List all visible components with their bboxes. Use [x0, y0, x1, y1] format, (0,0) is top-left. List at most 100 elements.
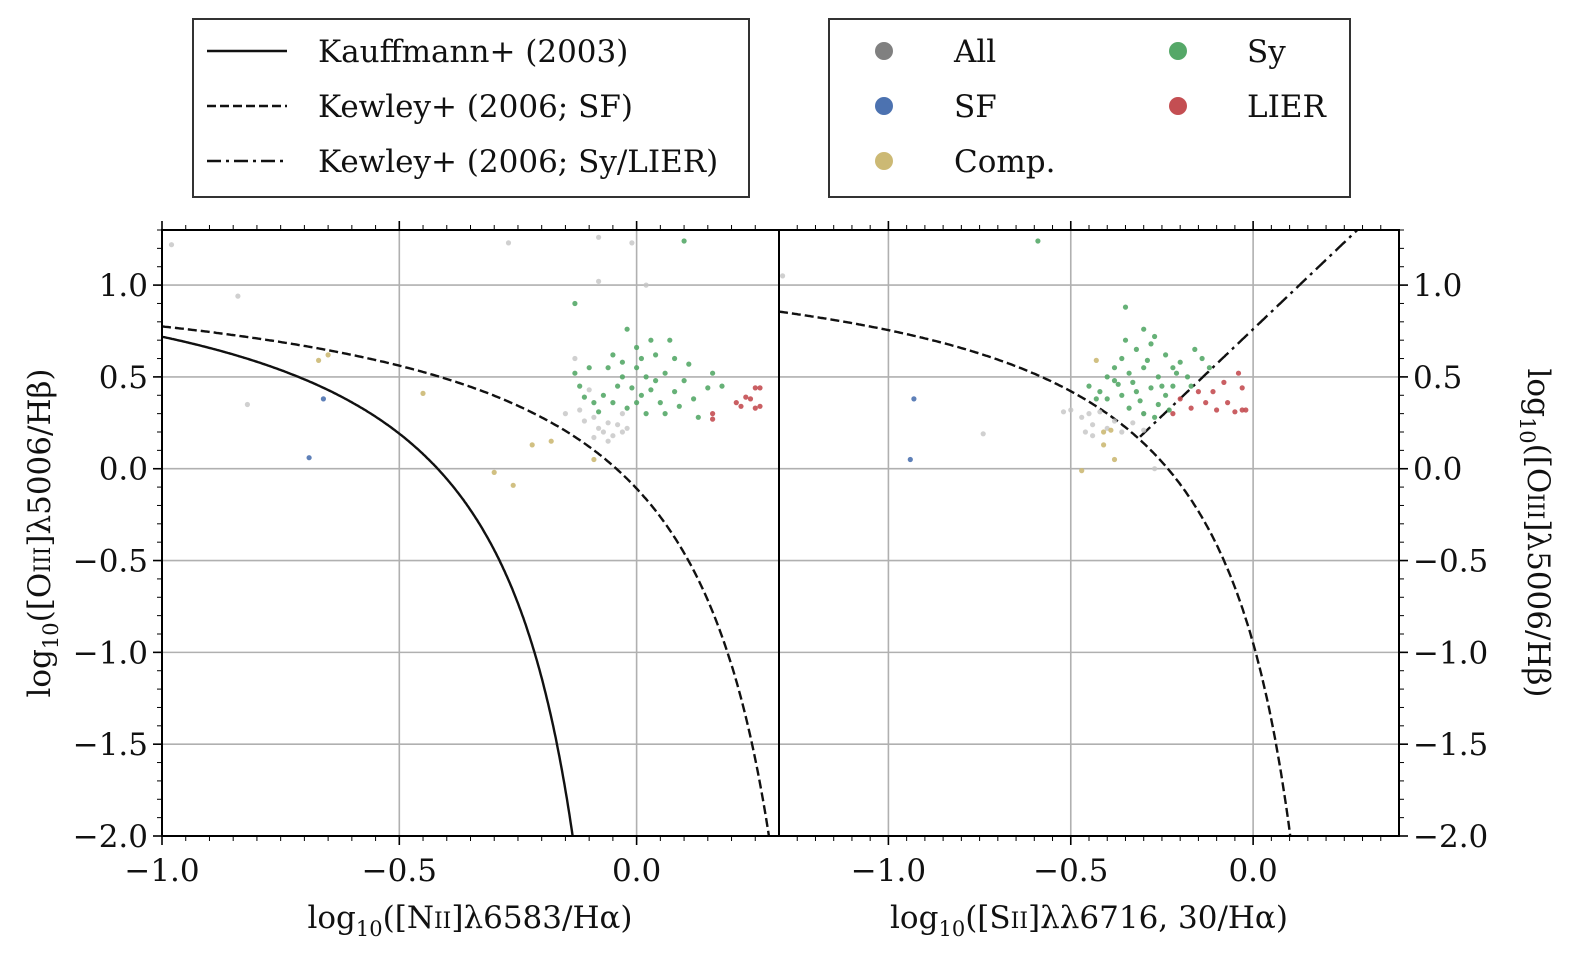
point-all	[581, 418, 588, 424]
y-tick-label: −1.0	[73, 635, 148, 671]
point-sy	[1188, 383, 1194, 389]
point-sy	[695, 414, 701, 420]
point-sy	[1126, 370, 1132, 376]
y-tick-label: −1.5	[1413, 727, 1488, 763]
grid-right	[779, 230, 1399, 837]
point-lier	[1243, 407, 1249, 413]
y-tick-label: −2.0	[1413, 819, 1488, 855]
point-sy	[681, 238, 687, 244]
point-sy	[1133, 389, 1139, 395]
point-sy	[629, 385, 635, 391]
point-sy	[634, 400, 640, 406]
point-all	[577, 407, 583, 413]
point-all	[1068, 407, 1074, 413]
point-sy	[1192, 346, 1198, 352]
legend-label-comp: Comp.	[954, 144, 1055, 180]
point-sy	[634, 365, 640, 371]
point-all	[1097, 409, 1103, 415]
point-sy	[1104, 396, 1110, 402]
point-all	[596, 425, 602, 431]
point-lier	[1239, 385, 1245, 391]
point-all	[596, 234, 602, 240]
point-all	[1130, 420, 1136, 426]
demarcation-lines-right	[779, 230, 1360, 836]
legend-label-kauffmann: Kauffmann+ (2003)	[318, 34, 628, 70]
point-sy	[572, 300, 578, 307]
point-comp	[1101, 429, 1107, 435]
point-all	[605, 438, 611, 444]
point-sf	[320, 396, 326, 402]
point-lier	[738, 403, 744, 409]
point-lier	[743, 394, 749, 400]
point-sy	[1141, 326, 1147, 332]
line-legend: Kauffmann+ (2003) Kewley+ (2006; SF) Kew…	[192, 18, 750, 198]
point-sy	[610, 400, 616, 406]
y-tick-label: −0.5	[1413, 544, 1488, 580]
point-sy	[643, 374, 649, 380]
sii-bpt-panel: −1.0 −0.5 0.0 1.0 0.5 0.0 −0.5 −1.0 −1.5 −2.0 log…	[778, 221, 1556, 941]
point-lier	[1177, 396, 1183, 402]
line-legend-box	[192, 18, 750, 198]
legend-marker-sf	[875, 97, 893, 115]
point-sf	[306, 455, 312, 461]
marker-legend: All SF Comp. Sy LIER	[828, 18, 1351, 198]
point-all	[591, 434, 597, 441]
point-lier	[752, 385, 758, 391]
point-sy	[1148, 385, 1154, 391]
point-all	[235, 293, 241, 299]
point-sy	[1199, 355, 1205, 362]
x-tick-label: −1.0	[851, 853, 926, 889]
point-lier	[752, 405, 758, 411]
x-axis-label-left: log10([NII]λ6583/Hα)	[307, 900, 632, 941]
point-sy	[691, 396, 697, 402]
point-sy	[1184, 374, 1191, 380]
point-all	[1060, 409, 1067, 415]
point-all	[505, 240, 512, 246]
x-tick-label: −1.0	[124, 853, 199, 889]
point-sy	[681, 378, 687, 384]
point-all	[586, 387, 592, 393]
point-sy	[1086, 383, 1092, 389]
point-all	[1079, 414, 1085, 420]
point-sy	[648, 387, 654, 393]
nii-bpt-panel: −1.0 −0.5 0.0 1.0 0.5 0.0 −0.5 −1.0 −1.5 −2.0 log…	[22, 221, 780, 941]
legend-label-kewley-sf: Kewley+ (2006; SF)	[318, 89, 633, 125]
point-sy	[705, 385, 711, 391]
point-sy	[1148, 341, 1154, 347]
y-tick-label: 1.0	[1413, 268, 1462, 304]
point-lier	[1235, 370, 1242, 376]
point-sy	[719, 383, 725, 389]
point-sy	[1133, 346, 1139, 352]
point-all	[980, 431, 986, 437]
point-sy	[619, 374, 626, 380]
point-lier	[710, 416, 716, 422]
point-sy	[634, 344, 640, 351]
legend-marker-all	[875, 42, 893, 60]
point-sy	[1119, 355, 1125, 362]
point-sy	[596, 409, 602, 415]
point-all	[1086, 411, 1092, 417]
point-sy	[1206, 365, 1212, 371]
point-sy	[1152, 333, 1158, 340]
legend-marker-comp	[875, 152, 893, 170]
point-lier	[1195, 389, 1201, 395]
point-sy	[1177, 359, 1183, 365]
point-lier	[757, 403, 763, 409]
point-all	[1111, 418, 1118, 424]
point-lier	[1232, 409, 1238, 415]
point-all	[1141, 427, 1147, 433]
plot-frame-left	[161, 229, 780, 837]
curve-dashed	[162, 325, 771, 836]
point-sy	[619, 359, 626, 365]
point-sy	[1097, 389, 1103, 395]
point-lier	[710, 411, 716, 417]
point-all	[610, 433, 616, 439]
point-all	[643, 282, 649, 288]
point-sy	[1119, 392, 1125, 398]
point-lier	[747, 396, 754, 402]
point-comp	[510, 482, 516, 488]
point-sy	[657, 400, 663, 406]
x-tick-label: 0.0	[612, 853, 661, 889]
point-all	[615, 422, 621, 428]
